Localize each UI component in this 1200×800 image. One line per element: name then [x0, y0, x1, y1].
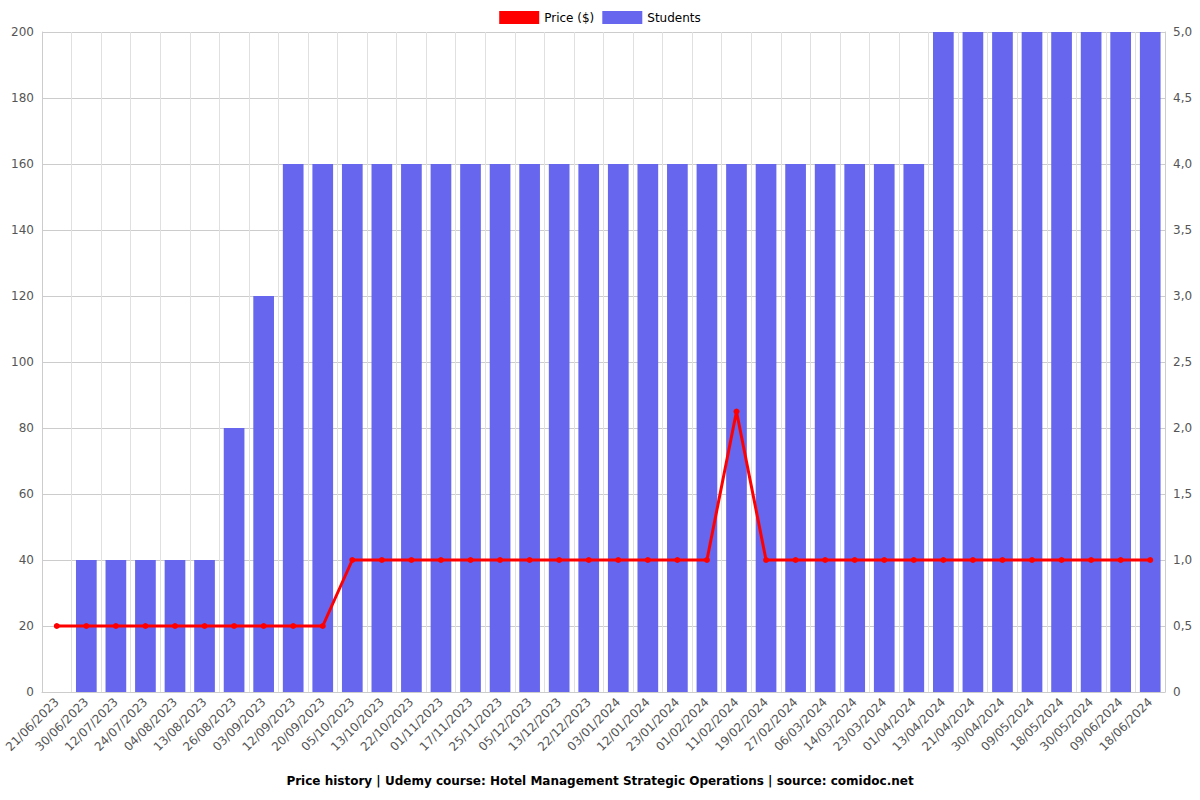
- svg-text:26/08/2023: 26/08/2023: [180, 695, 239, 754]
- svg-text:13/10/2023: 13/10/2023: [328, 695, 387, 754]
- svg-text:17/11/2023: 17/11/2023: [416, 695, 476, 754]
- svg-text:Price ($): Price ($): [544, 11, 594, 25]
- svg-text:1,5: 1,5: [1173, 487, 1192, 501]
- svg-text:100: 100: [11, 355, 34, 369]
- svg-text:04/08/2023: 04/08/2023: [121, 695, 180, 754]
- svg-text:2,0: 2,0: [1173, 421, 1192, 435]
- svg-text:200: 200: [11, 25, 34, 39]
- svg-text:3,5: 3,5: [1173, 223, 1192, 237]
- svg-text:13/08/2023: 13/08/2023: [150, 695, 210, 754]
- svg-text:01/04/2024: 01/04/2024: [860, 695, 919, 754]
- svg-text:Price history | Udemy course:: Price history | Udemy course: Hotel Mana…: [286, 774, 913, 788]
- svg-text:4,5: 4,5: [1173, 91, 1192, 105]
- svg-text:160: 160: [11, 157, 34, 171]
- svg-text:27/02/2024: 27/02/2024: [741, 695, 801, 754]
- svg-text:09/05/2024: 09/05/2024: [978, 695, 1037, 754]
- svg-text:14/03/2024: 14/03/2024: [800, 695, 860, 754]
- svg-text:05/10/2023: 05/10/2023: [298, 695, 358, 754]
- svg-text:20/09/2023: 20/09/2023: [269, 695, 328, 754]
- svg-text:18/05/2024: 18/05/2024: [1007, 695, 1067, 754]
- svg-text:1,0: 1,0: [1173, 553, 1192, 567]
- svg-text:25/11/2023: 25/11/2023: [446, 695, 505, 754]
- svg-text:2,5: 2,5: [1173, 355, 1192, 369]
- svg-text:11/02/2024: 11/02/2024: [682, 695, 742, 754]
- svg-text:13/04/2024: 13/04/2024: [889, 695, 949, 754]
- svg-text:06/03/2024: 06/03/2024: [771, 695, 831, 754]
- svg-text:30/06/2023: 30/06/2023: [32, 695, 92, 754]
- svg-text:12/09/2023: 12/09/2023: [239, 695, 299, 754]
- svg-text:120: 120: [11, 289, 34, 303]
- svg-text:22/10/2023: 22/10/2023: [357, 695, 417, 754]
- svg-text:13/12/2023: 13/12/2023: [505, 695, 565, 754]
- svg-text:01/02/2024: 01/02/2024: [653, 695, 712, 754]
- svg-text:23/03/2024: 23/03/2024: [830, 695, 890, 754]
- svg-text:24/07/2023: 24/07/2023: [91, 695, 151, 754]
- svg-text:01/11/2023: 01/11/2023: [387, 695, 446, 754]
- svg-text:60: 60: [19, 487, 34, 501]
- svg-text:21/04/2024: 21/04/2024: [919, 695, 978, 754]
- svg-text:20: 20: [19, 619, 34, 633]
- svg-text:40: 40: [19, 553, 34, 567]
- svg-text:0,5: 0,5: [1173, 619, 1192, 633]
- svg-text:140: 140: [11, 223, 34, 237]
- svg-text:18/06/2024: 18/06/2024: [1096, 695, 1155, 754]
- svg-text:09/06/2024: 09/06/2024: [1066, 695, 1126, 754]
- svg-text:05/12/2023: 05/12/2023: [475, 695, 535, 754]
- svg-text:4,0: 4,0: [1173, 157, 1192, 171]
- svg-text:0: 0: [26, 685, 34, 699]
- svg-text:03/01/2024: 03/01/2024: [564, 695, 624, 754]
- svg-text:12/01/2024: 12/01/2024: [594, 695, 653, 754]
- svg-text:30/04/2024: 30/04/2024: [948, 695, 1008, 754]
- svg-text:12/07/2023: 12/07/2023: [62, 695, 121, 754]
- svg-text:03/09/2023: 03/09/2023: [209, 695, 269, 754]
- svg-text:21/06/2023: 21/06/2023: [3, 695, 62, 754]
- svg-text:Students: Students: [647, 11, 701, 25]
- svg-text:80: 80: [19, 421, 34, 435]
- svg-text:30/05/2024: 30/05/2024: [1037, 695, 1097, 754]
- svg-text:23/01/2024: 23/01/2024: [623, 695, 683, 754]
- svg-text:22/12/2023: 22/12/2023: [534, 695, 594, 754]
- svg-text:0: 0: [1173, 685, 1181, 699]
- svg-text:5,0: 5,0: [1173, 25, 1192, 39]
- svg-text:19/02/2024: 19/02/2024: [712, 695, 771, 754]
- svg-text:180: 180: [11, 91, 34, 105]
- svg-text:3,0: 3,0: [1173, 289, 1192, 303]
